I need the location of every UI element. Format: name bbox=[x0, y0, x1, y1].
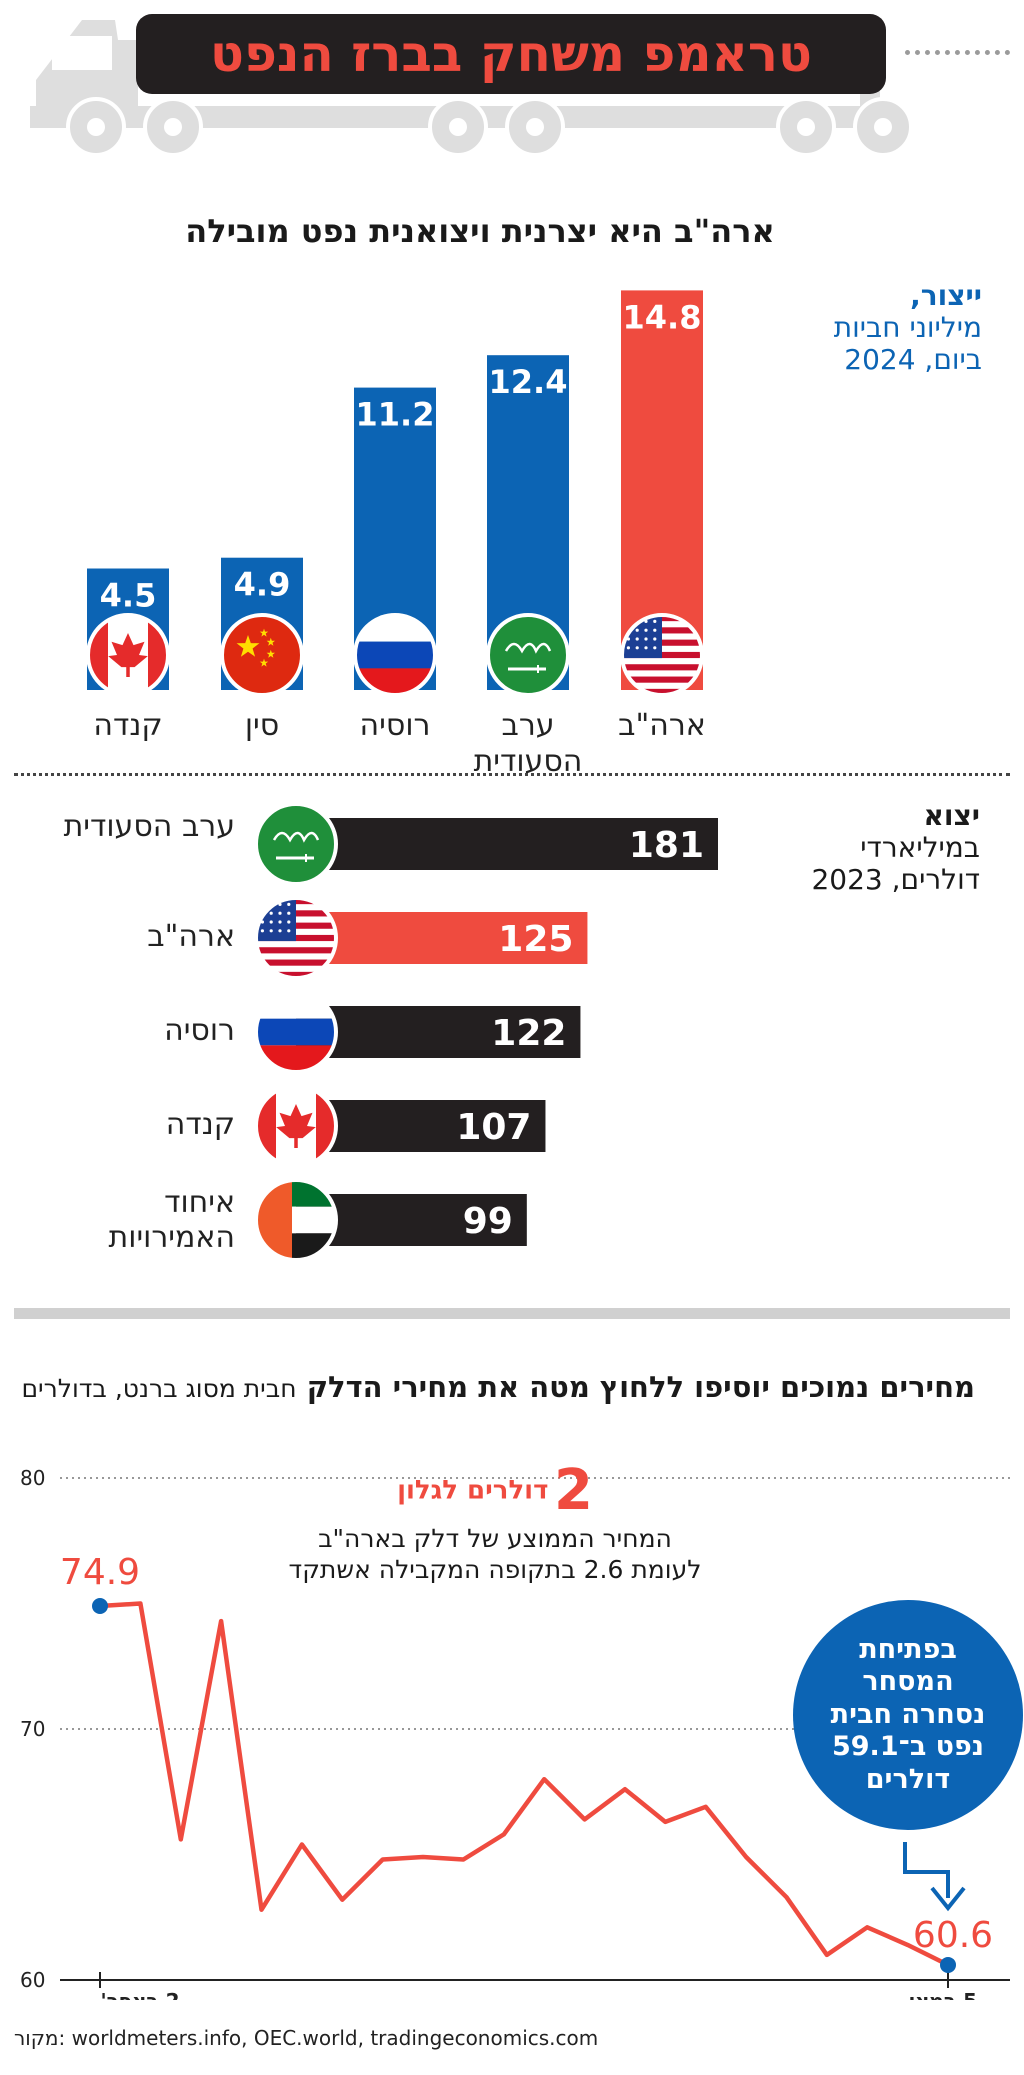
canada-flag-icon bbox=[256, 1086, 336, 1166]
price-chart-title-main: מחירים נמוכים יוסיפו ללחוץ מטה את מחירי … bbox=[307, 1370, 975, 1404]
export-country-label: איחוד האמירויות bbox=[40, 1186, 235, 1255]
callout-connector bbox=[905, 1842, 948, 1898]
usa-flag-icon bbox=[256, 898, 336, 979]
y-tick-label: 60 bbox=[20, 1968, 45, 1992]
export-country-label: ערב הסעודית bbox=[40, 810, 235, 845]
end-value-label: 60.6 bbox=[913, 1915, 993, 1956]
russia-flag-icon bbox=[256, 992, 336, 1072]
annotation-heading: 2 דולרים לגלון bbox=[240, 1458, 750, 1523]
annotation-unit: דולרים לגלון bbox=[397, 1476, 548, 1506]
production-chart-title: ארה"ב היא יצרנית ויצואנית נפט מובילה bbox=[180, 212, 780, 250]
export-value-label: 107 bbox=[456, 1107, 531, 1148]
export-country-label: קנדה bbox=[40, 1108, 235, 1143]
end-point-marker bbox=[940, 1957, 956, 1973]
annotation-line-2: לעומת 2.6 בתקופה המקבילה אשתקד bbox=[240, 1554, 750, 1585]
callout-text: בפתיחת המסחר נסחרה חבית נפט ב־59.1 דולרי… bbox=[823, 1634, 993, 1796]
china-flag-icon bbox=[222, 615, 302, 695]
section-divider bbox=[14, 773, 1010, 776]
production-country-label: רוסיה bbox=[320, 708, 470, 744]
saudi-flag-icon bbox=[488, 615, 568, 695]
export-country-label: רוסיה bbox=[40, 1014, 235, 1049]
production-value-label: 4.5 bbox=[100, 577, 157, 615]
export-value-label: 125 bbox=[498, 919, 573, 960]
production-country-label: סין bbox=[187, 708, 337, 744]
production-value-label: 14.8 bbox=[623, 298, 702, 336]
export-value-label: 181 bbox=[629, 825, 704, 866]
decorative-dots bbox=[905, 50, 1010, 55]
canada-flag-icon bbox=[88, 615, 168, 695]
export-value-label: 122 bbox=[491, 1013, 566, 1054]
production-country-label: קנדה bbox=[53, 708, 203, 744]
start-point-marker bbox=[92, 1598, 108, 1614]
production-value-label: 12.4 bbox=[489, 363, 568, 401]
x-label-start-date: 2 באפר' bbox=[101, 1989, 180, 2000]
production-value-label: 11.2 bbox=[356, 396, 435, 434]
production-country-label: ארה"ב bbox=[587, 708, 737, 744]
production-value-label: 4.9 bbox=[234, 566, 291, 604]
start-value-label: 74.9 bbox=[60, 1552, 140, 1593]
price-chart-title: מחירים נמוכים יוסיפו ללחוץ מטה את מחירי … bbox=[40, 1370, 975, 1404]
section-divider-solid bbox=[14, 1308, 1010, 1319]
production-bar-chart: 4.5 4.9 11.2 12.4 14.8 bbox=[0, 270, 1024, 740]
uae-flag-icon bbox=[256, 1180, 336, 1260]
annotation-number: 2 bbox=[554, 1458, 593, 1523]
export-country-label: ארה"ב bbox=[40, 920, 235, 955]
export-value-label: 99 bbox=[463, 1201, 513, 1242]
opening-price-callout: בפתיחת המסחר נסחרה חבית נפט ב־59.1 דולרי… bbox=[793, 1600, 1023, 1830]
price-chart-title-unit: חבית מסוג ברנט, בדולרים bbox=[21, 1374, 296, 1403]
annotation-line-1: המחיר הממוצע של דלק בארה"ב bbox=[240, 1523, 750, 1554]
y-tick-label: 80 bbox=[20, 1466, 45, 1490]
x-label-end-date: 5 במאי bbox=[909, 1989, 977, 2000]
saudi-flag-icon bbox=[256, 804, 336, 884]
fuel-price-annotation: 2 דולרים לגלון המחיר הממוצע של דלק בארה"… bbox=[240, 1458, 750, 1586]
y-tick-label: 70 bbox=[20, 1717, 45, 1741]
usa-flag-icon bbox=[622, 615, 702, 696]
page-title: טראמפ משחק בברז הנפט bbox=[136, 14, 886, 94]
russia-flag-icon bbox=[355, 615, 435, 695]
source-credit: מקור: worldmeters.info, OEC.world, tradi… bbox=[14, 2026, 598, 2050]
production-country-label: ערב הסעודית bbox=[453, 708, 603, 780]
